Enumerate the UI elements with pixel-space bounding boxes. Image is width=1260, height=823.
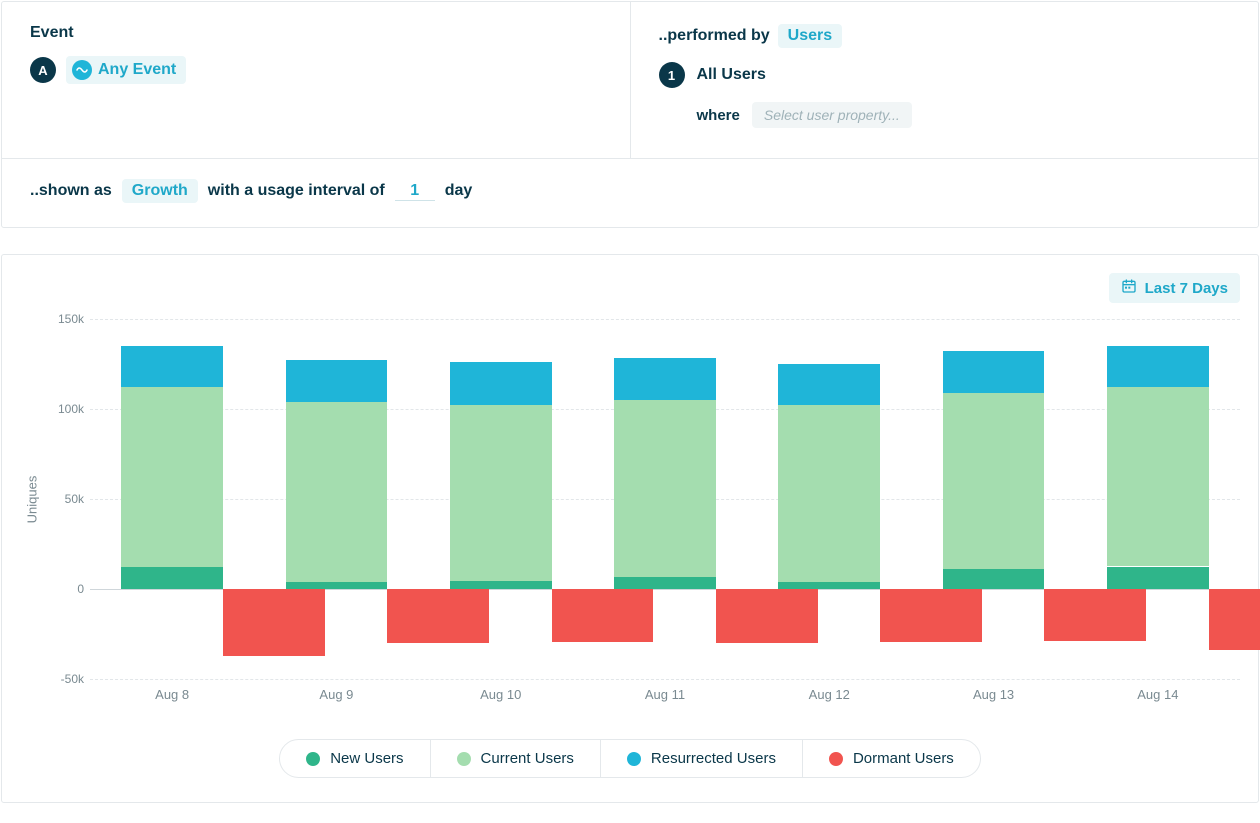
legend: New Users Current Users Resurrected Users D… xyxy=(279,739,981,778)
x-tick-label: Aug 12 xyxy=(809,687,850,702)
where-row: where Select user property... xyxy=(697,102,1231,128)
interval-unit: day xyxy=(445,182,473,200)
performed-by-header: ..performed by Users xyxy=(659,24,1231,48)
gridline xyxy=(90,679,1240,680)
segment-row: 1 All Users xyxy=(659,62,1231,88)
legend-label: Current Users xyxy=(481,750,574,767)
performed-by-section: ..performed by Users 1 All Users where S… xyxy=(631,2,1259,158)
bar-segment-current xyxy=(943,393,1045,569)
x-axis: Aug 8 Aug 9 Aug 10 Aug 11 Aug 12 Aug 13 Aug 14 xyxy=(90,687,1240,711)
legend-item-current[interactable]: Current Users xyxy=(431,740,601,777)
y-axis: -50k050k100k150k xyxy=(44,319,90,679)
bar-group[interactable] xyxy=(121,319,223,679)
y-axis-label-wrap: Uniques xyxy=(20,319,44,679)
legend-swatch xyxy=(306,752,320,766)
legend-label: Dormant Users xyxy=(853,750,954,767)
query-config-panel: Event A Any Event ..performed by Users xyxy=(1,1,1259,228)
y-tick-label: 50k xyxy=(65,492,84,506)
y-tick-label: 100k xyxy=(58,402,84,416)
shown-as-row: ..shown as Growth with a usage interval … xyxy=(2,158,1258,227)
performed-by-prefix: ..performed by xyxy=(659,27,770,45)
where-label: where xyxy=(697,107,740,124)
bar-segment-resurrected xyxy=(121,346,223,387)
legend-swatch xyxy=(457,752,471,766)
config-top-row: Event A Any Event ..performed by Users xyxy=(2,2,1258,158)
bar-segment-resurrected xyxy=(1107,346,1209,387)
bar-segment-current xyxy=(778,405,880,581)
y-tick-label: 150k xyxy=(58,312,84,326)
chart-panel: Last 7 Days Uniques -50k 0 50k 100k 150k Aug… xyxy=(1,254,1259,803)
segment-badge: 1 xyxy=(659,62,685,88)
plot-area xyxy=(90,319,1240,679)
shown-as-mid: with a usage interval of xyxy=(208,182,385,200)
event-section-label: Event xyxy=(30,24,602,42)
legend-label: Resurrected Users xyxy=(651,750,776,767)
event-row: A Any Event xyxy=(30,56,602,84)
event-section: Event A Any Event xyxy=(2,2,631,158)
calendar-icon xyxy=(1121,278,1137,298)
chart-area: Uniques -50k050k100k150k xyxy=(20,319,1240,679)
date-range-label: Last 7 Days xyxy=(1145,280,1228,297)
event-selector-label: Any Event xyxy=(98,61,176,79)
legend-item-resurrected[interactable]: Resurrected Users xyxy=(601,740,803,777)
bar-segment-current xyxy=(286,402,388,582)
bar-segment-current xyxy=(1107,387,1209,566)
x-tick-label: Aug 14 xyxy=(1137,687,1178,702)
x-tick-label: Aug 11 xyxy=(645,687,685,702)
bar-group[interactable] xyxy=(1107,319,1209,679)
user-property-selector[interactable]: Select user property... xyxy=(752,102,912,128)
bar-segment-resurrected xyxy=(778,364,880,405)
bar-segment-new xyxy=(1107,567,1209,590)
bar-segment-new xyxy=(121,567,223,589)
event-selector[interactable]: Any Event xyxy=(66,56,186,84)
bar-group[interactable] xyxy=(450,319,552,679)
x-tick-label: Aug 8 xyxy=(155,687,189,702)
bar-segment-new xyxy=(450,581,552,589)
y-tick-label: 0 xyxy=(77,582,84,596)
bar-group[interactable] xyxy=(943,319,1045,679)
entity-selector[interactable]: Users xyxy=(778,24,842,48)
shown-as-prefix: ..shown as xyxy=(30,182,112,200)
legend-item-dormant[interactable]: Dormant Users xyxy=(803,740,980,777)
legend-label: New Users xyxy=(330,750,403,767)
x-tick-label: Aug 13 xyxy=(973,687,1014,702)
y-axis-label: Uniques xyxy=(25,475,40,523)
date-range-selector[interactable]: Last 7 Days xyxy=(1109,273,1240,303)
bar-segment-new xyxy=(286,582,388,589)
bar-segment-resurrected xyxy=(286,360,388,402)
bar-segment-new xyxy=(614,577,716,589)
bar-segment-current xyxy=(450,405,552,581)
y-tick-label: -50k xyxy=(61,672,84,686)
bar-segment-dormant xyxy=(1209,589,1260,650)
bar-group[interactable] xyxy=(614,319,716,679)
event-badge: A xyxy=(30,57,56,83)
bar-segment-resurrected xyxy=(614,358,716,400)
bar-group[interactable] xyxy=(286,319,388,679)
bar-segment-current xyxy=(614,400,716,577)
x-tick-label: Aug 10 xyxy=(480,687,521,702)
x-tick-label: Aug 9 xyxy=(319,687,353,702)
bar-segment-new xyxy=(778,582,880,589)
any-event-icon xyxy=(72,60,92,80)
bar-segment-resurrected xyxy=(450,362,552,405)
interval-input[interactable] xyxy=(395,182,435,201)
bar-group[interactable] xyxy=(778,319,880,679)
legend-swatch xyxy=(829,752,843,766)
legend-swatch xyxy=(627,752,641,766)
segment-label[interactable]: All Users xyxy=(697,66,766,84)
bar-segment-resurrected xyxy=(943,351,1045,392)
bar-segment-current xyxy=(121,387,223,567)
legend-item-new[interactable]: New Users xyxy=(280,740,430,777)
chart-mode-selector[interactable]: Growth xyxy=(122,179,198,203)
bar-segment-new xyxy=(943,569,1045,589)
